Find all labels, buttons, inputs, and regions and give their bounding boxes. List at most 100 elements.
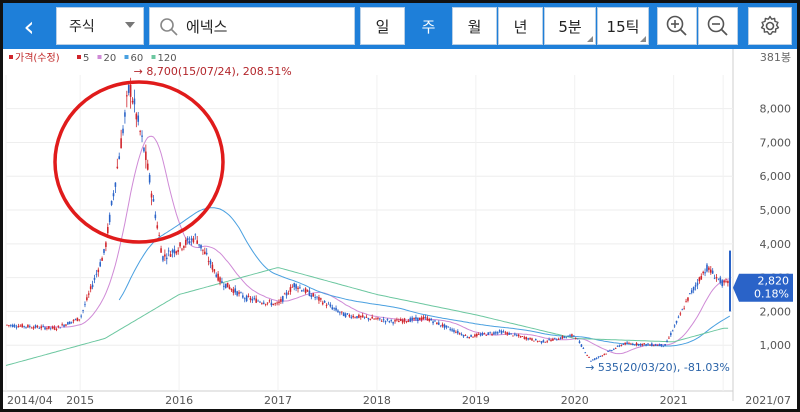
candle-body <box>527 338 529 340</box>
candle-body <box>515 335 518 337</box>
candle-body <box>692 286 695 291</box>
tab-week[interactable]: 주 <box>406 7 451 45</box>
candle-body <box>63 324 65 327</box>
candle-body <box>339 312 341 314</box>
candle-body <box>42 325 44 327</box>
candle-body <box>23 325 25 327</box>
candle-body <box>481 333 484 335</box>
legend-swatch <box>77 55 81 59</box>
search-input[interactable]: 에넥스 <box>149 7 355 45</box>
candle-body <box>584 352 587 354</box>
candle-body <box>411 317 413 321</box>
chevron-left-icon: ‹ <box>23 9 35 43</box>
candlestick-series <box>6 77 731 362</box>
candle-body <box>112 193 115 197</box>
candle-body <box>242 295 244 298</box>
y-tick-label: 8,000 <box>760 103 792 116</box>
legend-swatch <box>97 55 102 59</box>
candle-body <box>352 315 354 318</box>
minute-interval-select[interactable]: 5분 <box>544 7 596 45</box>
candle-body <box>715 277 718 279</box>
candle-body <box>612 348 615 350</box>
price-tag-box <box>733 273 793 302</box>
candle-body <box>592 359 594 361</box>
candle-body <box>373 318 375 320</box>
candle-body <box>725 281 727 282</box>
tick-interval-select[interactable]: 15틱 <box>597 7 649 45</box>
candle-body <box>89 286 92 290</box>
candle-body <box>538 340 541 342</box>
candle-body <box>356 316 358 319</box>
candle-body <box>407 320 410 323</box>
x-tick-label: 2015 <box>66 394 94 407</box>
zoom-out-button[interactable] <box>698 7 738 45</box>
candle-body <box>662 345 665 347</box>
y-tick-label: 6,000 <box>760 170 792 183</box>
x-tick-label: 2021 <box>660 394 688 407</box>
candle-body <box>156 225 159 229</box>
candle-body <box>487 332 490 335</box>
candle-body <box>21 324 24 328</box>
market-select[interactable]: 주식 <box>56 7 144 45</box>
candle-body <box>683 308 685 310</box>
candle-body <box>616 345 619 347</box>
candle-body <box>110 200 113 205</box>
candle-body <box>291 286 294 288</box>
legend-label: 20 <box>104 53 117 64</box>
bar-count-label: 381봉 <box>760 51 791 64</box>
candle-body <box>293 283 296 287</box>
chart-annotations: → 8,700(15/07/24), 208.51% → 535(20/03/20… <box>134 65 730 374</box>
tab-year[interactable]: 년 <box>498 7 543 45</box>
candle-body <box>666 340 668 342</box>
candle-body <box>70 321 73 323</box>
candle-body <box>183 245 185 248</box>
corner-triangle-icon <box>587 36 593 42</box>
candle-body <box>439 325 442 327</box>
settings-button[interactable] <box>748 7 792 45</box>
tab-day[interactable]: 일 <box>360 7 405 45</box>
candle-body <box>129 84 132 97</box>
back-button[interactable]: ‹ <box>7 7 51 45</box>
tick-interval-label: 15틱 <box>606 17 640 36</box>
candle-body <box>306 290 309 292</box>
candle-body <box>470 334 472 337</box>
candle-body <box>369 319 372 320</box>
candle-body <box>700 275 703 280</box>
candle-body <box>432 321 434 324</box>
candle-body <box>675 320 678 323</box>
candle-body <box>46 328 48 329</box>
candle-body <box>350 316 353 318</box>
y-tick-label: 5,000 <box>760 204 792 217</box>
candle-body <box>386 319 389 321</box>
candle-body <box>639 343 642 346</box>
candle-body <box>36 325 39 328</box>
candle-body <box>78 319 81 321</box>
x-tick-label: 2020 <box>561 394 589 407</box>
candle-body <box>302 290 305 292</box>
candle-body <box>576 338 579 340</box>
candle-body <box>295 284 297 289</box>
candle-body <box>76 317 79 322</box>
min-price-annotation: → 535(20/03/20), -81.03% <box>585 361 730 374</box>
candle-body <box>445 325 448 328</box>
candle-body <box>287 293 290 295</box>
candle-body <box>635 342 638 345</box>
candle-body <box>534 339 537 341</box>
candle-body <box>390 319 393 321</box>
candle-body <box>464 335 467 336</box>
toolbar: ‹ 주식 에넥스 일 주 월 년 5분 15틱 <box>3 3 797 49</box>
tab-month[interactable]: 월 <box>452 7 497 45</box>
candle-body <box>262 302 265 304</box>
candle-body <box>417 317 419 322</box>
candle-body <box>55 329 58 330</box>
candle-body <box>173 249 176 254</box>
candle-body <box>217 273 219 281</box>
legend-label: 가격(수정) <box>15 51 60 64</box>
candle-body <box>340 311 343 313</box>
candle-body <box>38 328 41 329</box>
candle-body <box>689 293 691 294</box>
candle-body <box>209 260 212 265</box>
candle-body <box>673 325 676 327</box>
zoom-in-button[interactable] <box>657 7 697 45</box>
